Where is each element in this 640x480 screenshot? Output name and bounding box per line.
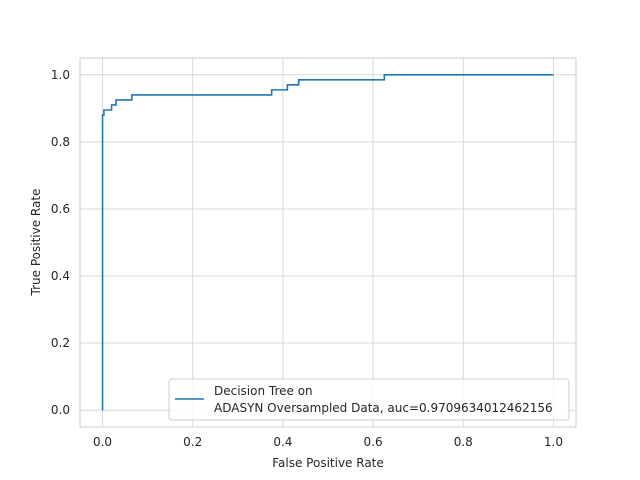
x-tick-label: 0.2 [183, 435, 202, 449]
x-axis-label: False Positive Rate [272, 456, 384, 470]
plot-area [80, 58, 576, 427]
legend-label-line-1: Decision Tree on [214, 384, 313, 398]
x-tick-label: 0.4 [273, 435, 292, 449]
x-tick-label: 0.0 [93, 435, 112, 449]
x-tick-labels: 0.0 0.2 0.4 0.6 0.8 1.0 [93, 435, 563, 449]
y-tick-label: 0.2 [51, 336, 70, 350]
y-tick-labels: 0.0 0.2 0.4 0.6 0.8 1.0 [51, 68, 70, 417]
y-tick-label: 0.6 [51, 202, 70, 216]
y-tick-label: 0.4 [51, 269, 70, 283]
y-tick-label: 0.8 [51, 135, 70, 149]
x-tick-label: 0.8 [454, 435, 473, 449]
x-tick-label: 1.0 [544, 435, 563, 449]
x-tick-label: 0.6 [364, 435, 383, 449]
y-tick-label: 0.0 [51, 403, 70, 417]
legend-box [168, 378, 570, 421]
y-axis-label: True Positive Rate [29, 189, 43, 297]
grid [80, 58, 576, 427]
roc-curve-line [101, 73, 554, 411]
plot-frame [79, 57, 577, 428]
legend: Decision Tree on ADASYN Oversampled Data… [168, 378, 570, 421]
y-tick-label: 1.0 [51, 68, 70, 82]
series-group [101, 73, 554, 411]
legend-label-line-2: ADASYN Oversampled Data, auc=0.970963401… [214, 401, 553, 415]
